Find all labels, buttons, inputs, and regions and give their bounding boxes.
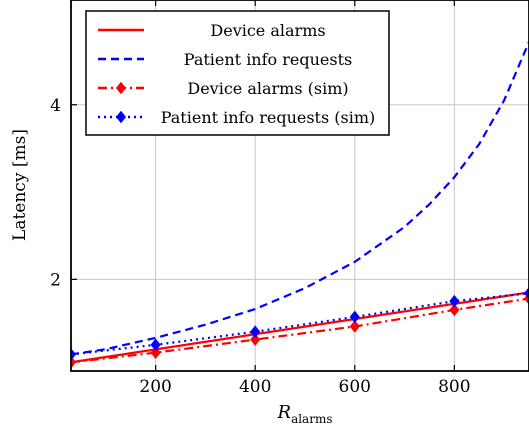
legend-entry: Patient info requests (98, 50, 352, 69)
y-tick-label: 4 (50, 96, 61, 116)
x-tick-label: 200 (139, 377, 171, 397)
legend-box (85, 10, 390, 136)
x-tick-label: 800 (438, 377, 470, 397)
x-axis-title-subscript: alarms (291, 412, 332, 426)
x-axis-title: Ralarms (277, 402, 333, 426)
data-point (349, 310, 360, 324)
data-point (250, 333, 261, 346)
series-layer (71, 41, 529, 369)
legend-label: Patient info requests (184, 50, 352, 69)
legend-entry: Patient info requests (sim) (98, 108, 375, 127)
data-point (150, 338, 161, 352)
legend-entry: Device alarms (98, 21, 326, 40)
data-point (349, 320, 360, 333)
data-point (449, 303, 460, 317)
y-tick-label: 2 (50, 270, 61, 290)
series-patient-info-requests (71, 41, 529, 356)
legend-label: Device alarms (sim) (187, 79, 348, 98)
y-axis-title: Latency [ms] (10, 129, 30, 241)
series-line (71, 291, 529, 364)
series-line (71, 292, 529, 356)
legend-label: Patient info requests (sim) (161, 108, 376, 127)
legend-marker (115, 81, 127, 95)
legend-label: Device alarms (210, 21, 325, 40)
x-tick-label: 400 (239, 377, 271, 397)
data-point (449, 294, 460, 308)
legend-marker (115, 110, 127, 124)
legend: Device alarms Patient info requests Device… (85, 10, 390, 136)
data-point (250, 325, 261, 339)
axis-ticks: 200 400 600 800 2 4 (50, 0, 471, 397)
legend-entry: Device alarms (sim) (98, 79, 349, 98)
x-tick-label: 600 (339, 377, 371, 397)
data-point (71, 348, 77, 361)
data-point (150, 346, 161, 359)
plot-frame (70, 0, 529, 372)
data-point (523, 287, 529, 300)
series-device-alarms (71, 291, 529, 364)
series-patient-info-requests-sim (71, 287, 529, 361)
data-point (71, 355, 77, 369)
series-line (71, 41, 529, 356)
series-device-alarms-sim (71, 292, 529, 369)
series-line (71, 297, 529, 364)
